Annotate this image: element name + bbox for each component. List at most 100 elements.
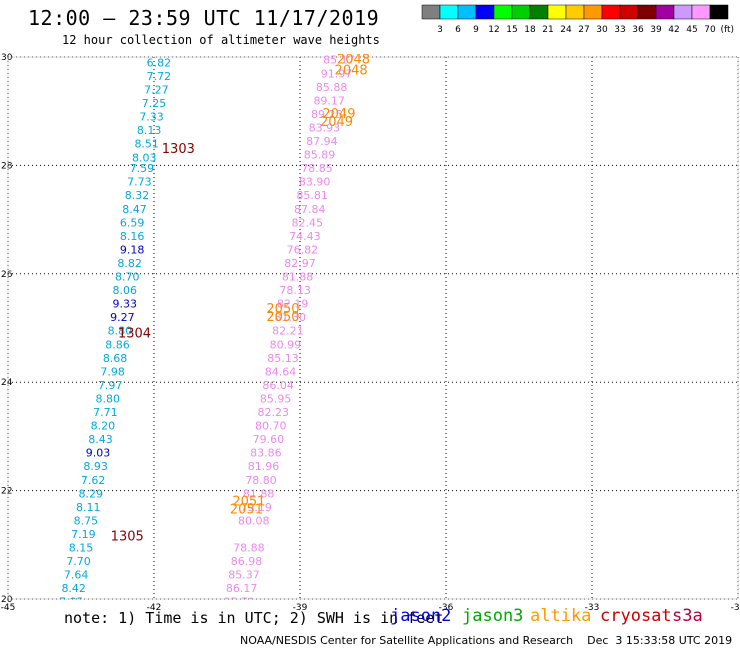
swh-label-altika: 7.64 [64, 569, 89, 582]
colorbar-tick-label: 9 [473, 25, 479, 35]
colorbar-tick-label: 45 [686, 25, 697, 35]
x-tick-label: -39 [293, 603, 308, 610]
swh-label-s3a: 82.23 [257, 406, 289, 419]
chart-title: 12:00 – 23:59 UTC 11/17/2019 [28, 6, 380, 30]
swh-label-altika: 8.43 [88, 433, 113, 446]
y-tick-label: 28 [1, 161, 13, 171]
swh-label-s3a: 85.81 [296, 189, 328, 202]
x-tick-label: -36 [439, 603, 454, 610]
y-tick-label: 30 [1, 53, 13, 63]
swh-label-s3a: 85.71 [223, 596, 255, 609]
swh-label-s3a: 81.96 [248, 460, 280, 473]
colorbar-tick-label: 24 [560, 25, 572, 35]
swh-label-s3a: 85.37 [228, 569, 260, 582]
swh-label-s3a: 83.90 [299, 176, 331, 189]
swh-label-altika: 7.97 [98, 379, 123, 392]
swh-label-altika-orange: 2051 [232, 494, 265, 509]
swh-label-altika: 7.19 [71, 528, 96, 541]
swh-label-s3a: 80.99 [270, 338, 302, 351]
swh-label-altika: 7.33 [139, 111, 164, 124]
y-tick-label: 26 [1, 270, 13, 280]
swh-label-s3a: 82.45 [292, 216, 324, 229]
legend-jason3: jason3 [462, 606, 524, 626]
swh-label-s3a: 87.94 [306, 135, 338, 148]
color-swatch [709, 4, 729, 20]
swh-label-altika: 8.47 [122, 203, 147, 216]
swh-label-altika: 7.72 [147, 70, 172, 83]
swh-label-s3a: 82.21 [272, 325, 304, 338]
color-scale-bar: 3 6 9 12 15 18 21 24 27 30 33 36 39 42 45 70 (ft) [421, 4, 734, 35]
swh-label-jason2: 9.18 [120, 243, 145, 256]
swh-label-altika: 7.25 [142, 97, 167, 110]
swh-label-altika-orange: 2049 [320, 115, 353, 130]
swh-label-s3a: 89.25 [311, 108, 343, 121]
swh-label-s3a: 87.84 [294, 203, 326, 216]
swh-label-s3a: 78.88 [233, 542, 265, 555]
swh-label-cryosat: 1305 [111, 530, 144, 545]
legend-altika: altika [530, 606, 592, 626]
swh-label-s3a: 80.08 [238, 514, 270, 527]
colorbar-tick-label: 3 [437, 25, 443, 35]
swh-label-altika: 6.82 [147, 56, 172, 69]
swh-label-altika: 8.15 [69, 542, 94, 555]
swh-label-altika: 7.62 [81, 474, 106, 487]
swh-label-altika: 8.20 [91, 420, 116, 433]
swh-label-s3a: 74.43 [289, 230, 321, 243]
swh-label-s3a: 81.88 [282, 271, 314, 284]
swh-label-altika: 8.32 [125, 189, 150, 202]
swh-label-altika: 8.86 [105, 338, 130, 351]
swh-label-altika: 8.82 [117, 257, 142, 270]
swh-label-cryosat: 1303 [162, 142, 195, 157]
colorbar-tick-label: 15 [506, 25, 517, 35]
swh-label-altika: 8.68 [103, 352, 128, 365]
swh-label-s3a: 82.19 [277, 298, 309, 311]
swh-label-cryosat: 1304 [118, 326, 151, 341]
colorbar-tick-label: 36 [632, 25, 644, 35]
colorbar-tick-label: 39 [650, 25, 662, 35]
swh-label-altika-orange: 2049 [322, 107, 355, 122]
swh-label-s3a: 86.17 [226, 582, 258, 595]
swh-label-s3a: 76.82 [287, 243, 319, 256]
y-tick-label: 24 [1, 378, 13, 388]
swh-label-jason2: 9.33 [113, 298, 138, 311]
swh-label-s3a: 82.97 [284, 257, 316, 270]
plot-frame [7, 56, 739, 600]
swh-label-altika: 8.03 [132, 151, 157, 164]
swh-label-altika: 8.51 [134, 138, 159, 151]
swh-label-s3a: 78.85 [301, 162, 333, 175]
y-tick-label: 20 [1, 595, 13, 605]
chart-subtitle: 12 hour collection of altimeter wave hei… [62, 33, 380, 47]
swh-label-s3a: 89.17 [313, 94, 345, 107]
swh-label-s3a: 85.88 [316, 81, 348, 94]
swh-label-altika: 8.70 [115, 271, 140, 284]
swh-label-s3a: 81.88 [243, 487, 275, 500]
swh-label-altika: 8.16 [120, 230, 145, 243]
swh-label-altika-orange: 2051 [230, 503, 263, 518]
swh-label-altika: 7.73 [127, 176, 152, 189]
colorbar-tick-label: 27 [578, 25, 589, 35]
colorbar-tick-label: 30 [596, 25, 608, 35]
colorbar-tick-label: 12 [488, 25, 499, 35]
swh-label-altika: 7.85 [59, 596, 84, 609]
x-tick-label: -33 [585, 603, 600, 610]
swh-label-s3a: 81.30 [275, 311, 307, 324]
swh-label-altika: 8.42 [61, 582, 86, 595]
swh-label-s3a: 79.19 [240, 501, 272, 514]
swh-label-altika: 8.75 [74, 514, 99, 527]
legend-jason2: jason2 [390, 606, 452, 626]
y-tick-label: 22 [1, 487, 12, 497]
swh-label-altika: 8.11 [76, 501, 101, 514]
swh-label-altika: 7.98 [100, 365, 125, 378]
swh-label-altika: 8.13 [137, 124, 162, 137]
swh-label-s3a: 78.80 [245, 474, 277, 487]
swh-label-altika-orange: 2048 [335, 64, 368, 79]
colorbar-tick-label: 18 [524, 25, 536, 35]
swh-label-altika: 7.27 [144, 84, 169, 97]
swh-label-s3a: 85.17 [323, 54, 355, 67]
swh-label-altika: 7.71 [93, 406, 118, 419]
swh-label-s3a: 86.04 [262, 379, 294, 392]
colorbar-unit: (ft) [720, 25, 734, 35]
plot-area: -45-42-39-36-33-302022242628306.827.727.… [1, 53, 740, 610]
colorbar-tick-label: 6 [455, 25, 461, 35]
swh-label-s3a: 80.70 [255, 420, 287, 433]
